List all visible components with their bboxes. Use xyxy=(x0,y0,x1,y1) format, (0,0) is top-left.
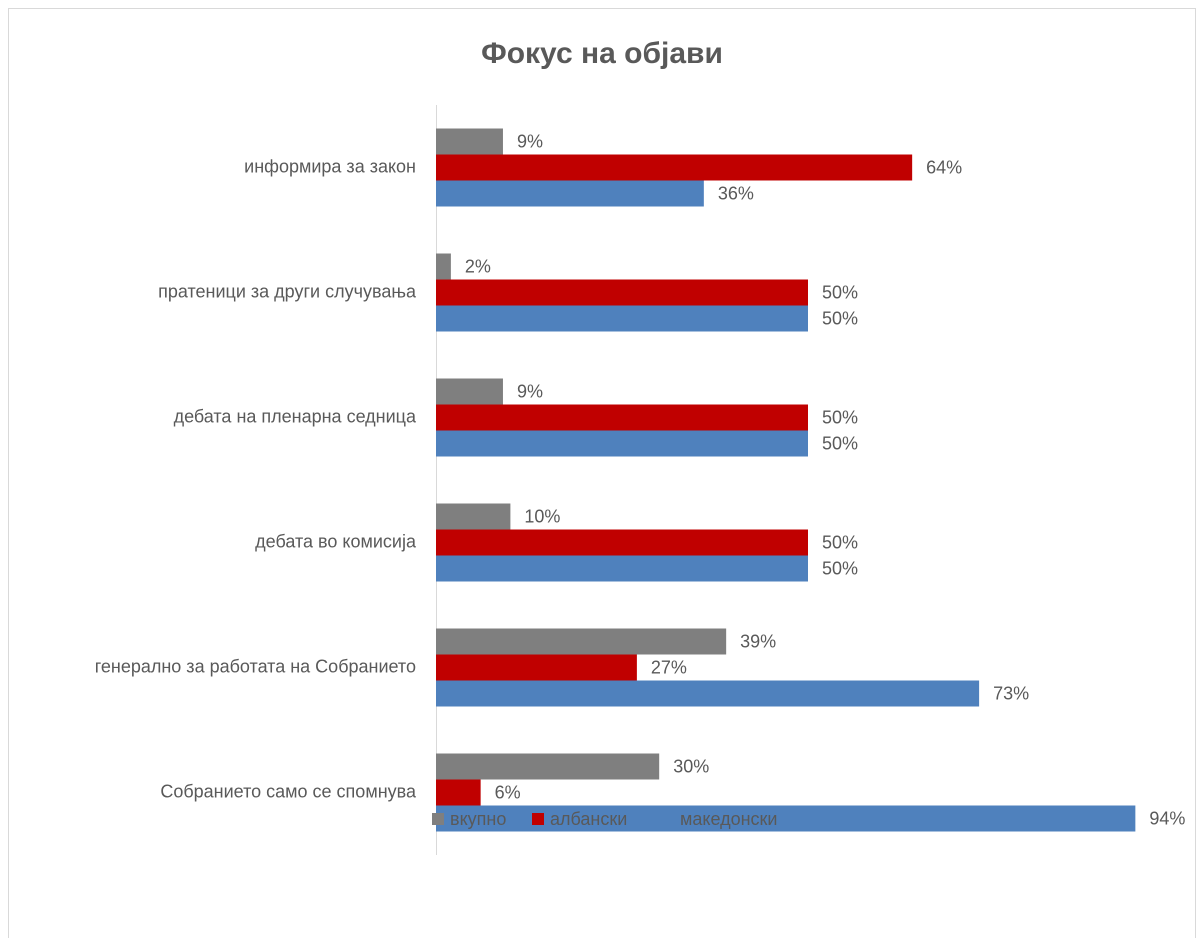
legend-label: албански xyxy=(550,809,627,829)
y-tick-label: дебата на пленарна седница xyxy=(174,406,417,426)
data-label: 73% xyxy=(993,683,1029,703)
data-label: 50% xyxy=(822,282,858,302)
legend-label: македонски xyxy=(680,809,777,829)
data-label: 94% xyxy=(1149,808,1185,828)
legend-swatch xyxy=(662,813,674,825)
data-label: 9% xyxy=(517,381,543,401)
bar xyxy=(436,279,808,306)
bar xyxy=(436,378,503,405)
bar xyxy=(436,753,660,780)
bar xyxy=(436,128,503,155)
bar xyxy=(436,404,808,431)
data-label: 50% xyxy=(822,308,858,328)
bar xyxy=(436,805,1136,832)
y-tick-label: информира за закон xyxy=(244,156,416,176)
bar xyxy=(436,529,808,556)
data-label: 64% xyxy=(926,157,962,177)
data-label: 6% xyxy=(495,782,521,802)
data-label: 50% xyxy=(822,558,858,578)
legend-swatch xyxy=(432,813,444,825)
data-label: 50% xyxy=(822,433,858,453)
bar xyxy=(436,555,808,582)
bar xyxy=(436,180,704,207)
y-tick-label: генерално за работата на Собранието xyxy=(95,656,416,676)
data-label: 27% xyxy=(651,657,687,677)
data-label: 50% xyxy=(822,407,858,427)
bar xyxy=(436,253,451,280)
y-tick-label: дебата во комисија xyxy=(255,531,417,551)
data-label: 50% xyxy=(822,532,858,552)
chart-title: Фокус на објави xyxy=(481,37,723,70)
legend-swatch xyxy=(532,813,544,825)
data-label: 2% xyxy=(465,256,491,276)
y-tick-label: Собранието само се спомнува xyxy=(160,781,417,801)
bar xyxy=(436,628,727,655)
data-label: 10% xyxy=(524,506,560,526)
bar xyxy=(436,680,980,707)
data-label: 39% xyxy=(740,631,776,651)
y-tick-label: пратеници за други случувања xyxy=(158,281,417,301)
bar xyxy=(436,779,481,806)
bar xyxy=(436,430,808,457)
data-label: 9% xyxy=(517,131,543,151)
data-label: 30% xyxy=(673,756,709,776)
bar xyxy=(436,503,511,530)
bar xyxy=(436,654,637,681)
legend-label: вкупно xyxy=(450,809,506,829)
data-label: 36% xyxy=(718,183,754,203)
bar xyxy=(436,305,808,332)
bar xyxy=(436,154,913,181)
